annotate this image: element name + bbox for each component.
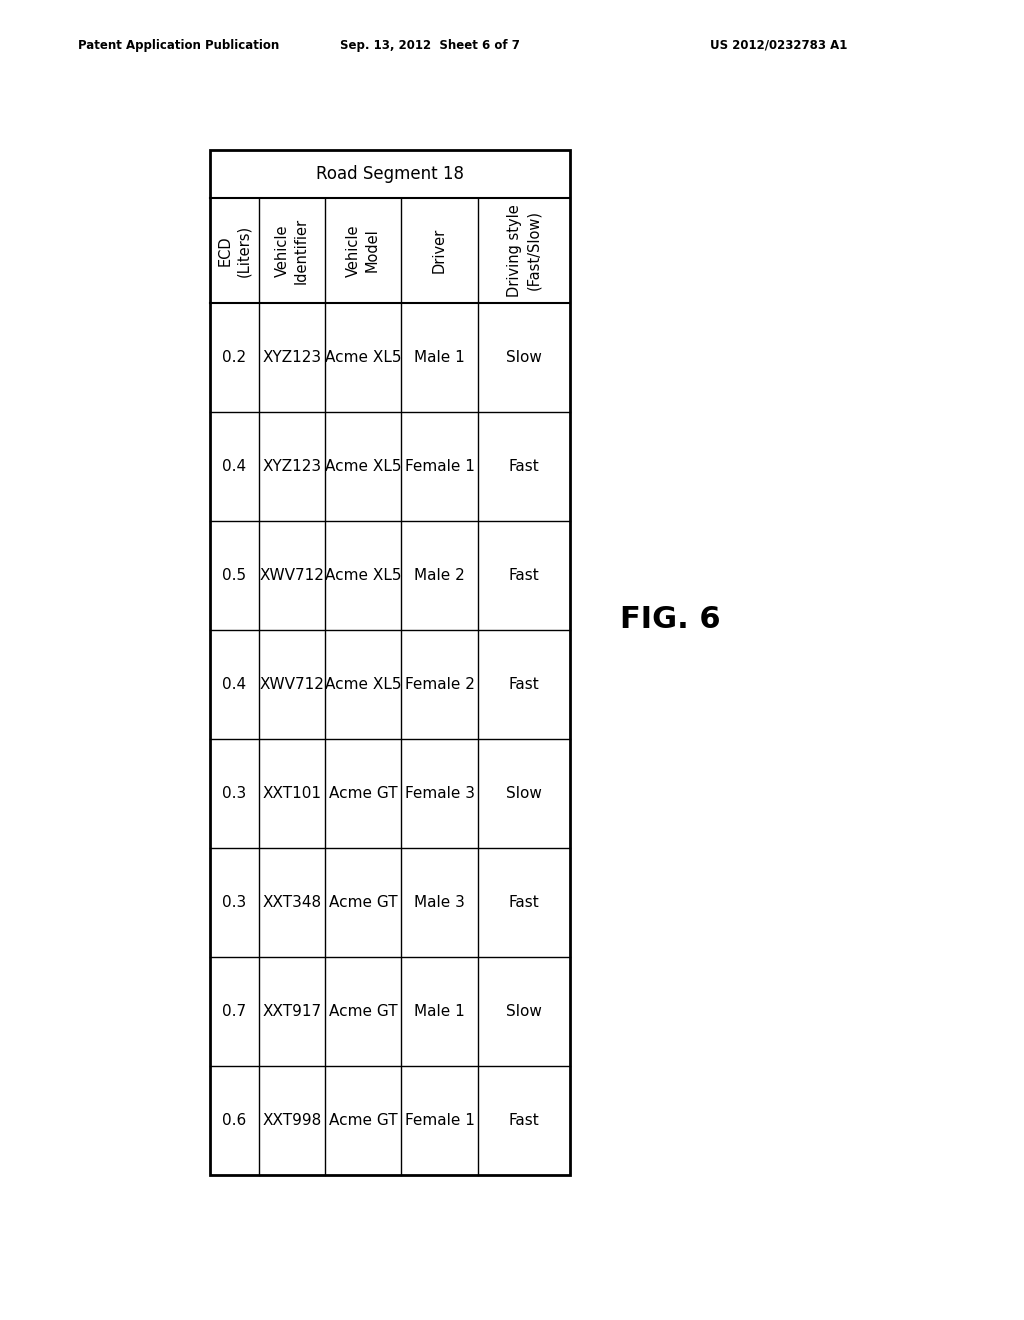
Text: Fast: Fast [509, 568, 540, 583]
Text: XXT917: XXT917 [262, 1005, 322, 1019]
Text: 0.4: 0.4 [222, 459, 247, 474]
Text: Slow: Slow [506, 1005, 542, 1019]
Text: Driving style
(Fast/Slow): Driving style (Fast/Slow) [507, 205, 541, 297]
Text: Acme XL5: Acme XL5 [325, 568, 401, 583]
Text: Sep. 13, 2012  Sheet 6 of 7: Sep. 13, 2012 Sheet 6 of 7 [340, 38, 520, 51]
Text: FIG. 6: FIG. 6 [620, 606, 721, 635]
Text: Fast: Fast [509, 677, 540, 692]
Text: 0.7: 0.7 [222, 1005, 247, 1019]
Text: Vehicle
Model: Vehicle Model [346, 224, 380, 277]
Text: Female 1: Female 1 [404, 459, 474, 474]
Text: Road Segment 18: Road Segment 18 [316, 165, 464, 183]
Text: Female 1: Female 1 [404, 1113, 474, 1129]
Text: Female 3: Female 3 [404, 785, 474, 801]
Text: Acme GT: Acme GT [329, 1005, 397, 1019]
Text: ECD
(Liters): ECD (Liters) [217, 224, 251, 277]
Text: Fast: Fast [509, 1113, 540, 1129]
Text: Slow: Slow [506, 785, 542, 801]
Text: XXT348: XXT348 [262, 895, 322, 909]
Text: Acme GT: Acme GT [329, 785, 397, 801]
Text: XWV712: XWV712 [259, 568, 325, 583]
Text: XYZ123: XYZ123 [262, 459, 322, 474]
Text: Driver: Driver [432, 228, 447, 273]
Bar [210, 150, 570, 1175]
Text: US 2012/0232783 A1: US 2012/0232783 A1 [710, 38, 848, 51]
Text: Acme XL5: Acme XL5 [325, 677, 401, 692]
Text: Acme GT: Acme GT [329, 1113, 397, 1129]
Text: XYZ123: XYZ123 [262, 350, 322, 366]
Text: XXT101: XXT101 [262, 785, 322, 801]
Text: 0.2: 0.2 [222, 350, 247, 366]
Text: 0.3: 0.3 [222, 895, 247, 909]
Text: Acme GT: Acme GT [329, 895, 397, 909]
Text: Acme XL5: Acme XL5 [325, 350, 401, 366]
Text: XWV712: XWV712 [259, 677, 325, 692]
Text: Slow: Slow [506, 350, 542, 366]
Text: Patent Application Publication: Patent Application Publication [78, 38, 280, 51]
Text: Acme XL5: Acme XL5 [325, 459, 401, 474]
Text: Male 3: Male 3 [414, 895, 465, 909]
Text: 0.4: 0.4 [222, 677, 247, 692]
Text: Female 2: Female 2 [404, 677, 474, 692]
Text: Male 1: Male 1 [414, 1005, 465, 1019]
Text: Male 1: Male 1 [414, 350, 465, 366]
Text: 0.6: 0.6 [222, 1113, 247, 1129]
Text: XXT998: XXT998 [262, 1113, 322, 1129]
Text: Vehicle
Identifier: Vehicle Identifier [275, 218, 308, 284]
Text: 0.3: 0.3 [222, 785, 247, 801]
Text: Male 2: Male 2 [414, 568, 465, 583]
Text: 0.5: 0.5 [222, 568, 247, 583]
Text: Fast: Fast [509, 895, 540, 909]
Text: Fast: Fast [509, 459, 540, 474]
